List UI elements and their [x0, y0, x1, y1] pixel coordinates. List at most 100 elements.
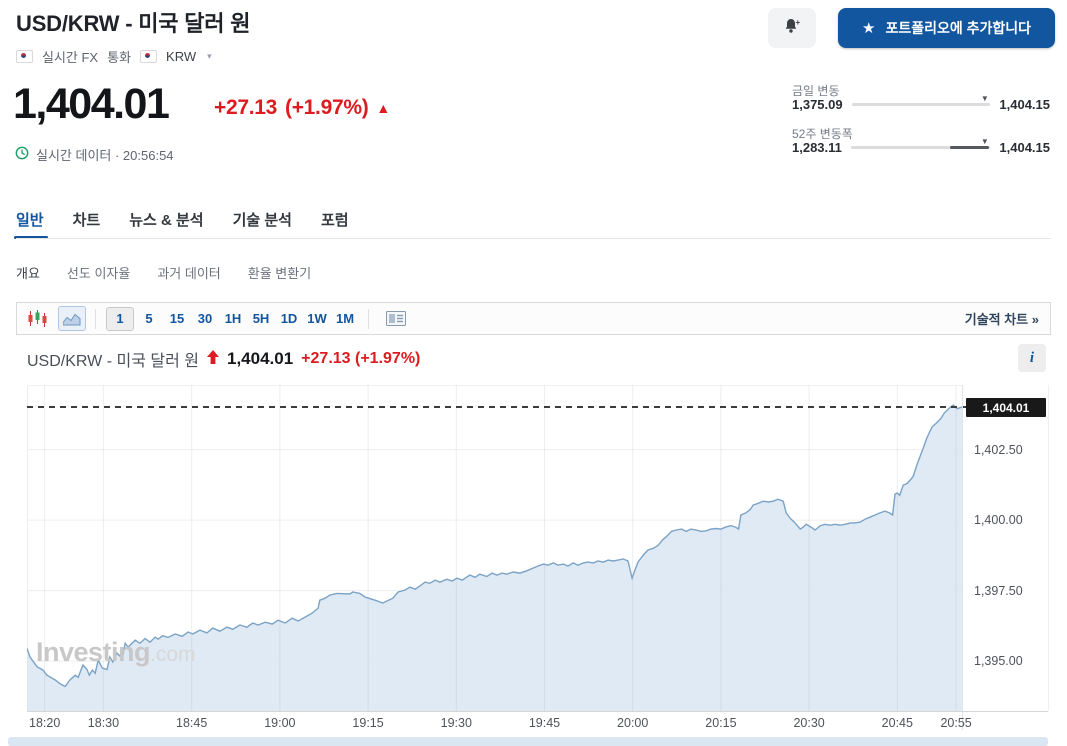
chart-title: USD/KRW - 미국 달러 원: [27, 353, 199, 370]
x-tick-20:30: 20:30: [793, 716, 825, 730]
right-border: [1048, 385, 1049, 711]
y-tick-1,397.50: 1,397.50: [974, 583, 1023, 598]
change-value: +27.13: [214, 96, 278, 119]
daily-low: 1,375.09: [792, 97, 843, 112]
page-title: USD/KRW - 미국 달러 원: [16, 11, 251, 36]
active-tab-underline: [14, 236, 48, 239]
interval-1W[interactable]: 1W: [307, 311, 327, 326]
x-tick-19:00: 19:00: [264, 716, 296, 730]
interval-30[interactable]: 30: [197, 311, 213, 326]
realtime-status: 실시간 데이터 · 20:56:54: [15, 145, 174, 164]
add-to-portfolio-button[interactable]: ★ 포트폴리오에 추가합니다: [838, 8, 1055, 48]
range-marker-icon: ▼: [980, 137, 989, 146]
svg-text:+: +: [795, 18, 800, 27]
daily-range: 1,375.09 ▼ 1,404.15: [792, 94, 1050, 112]
watermark-bold: Investing: [36, 637, 151, 667]
week52-range-label: 52주 변동폭: [792, 127, 853, 141]
up-triangle-icon: ▲: [376, 100, 391, 116]
subnav-과거 데이터[interactable]: 과거 데이터: [157, 266, 221, 281]
chart-last-price: 1,404.01: [226, 349, 294, 368]
area-chart-icon[interactable]: [58, 306, 86, 331]
chart-header: USD/KRW - 미국 달러 원 1,404.01 +27.13 (+1.97…: [27, 347, 420, 371]
interval-5H[interactable]: 5H: [252, 311, 270, 326]
bell-plus-icon: +: [783, 16, 802, 41]
week52-range: 1,283.11 ▼ 1,404.15: [792, 137, 1050, 155]
week52-low: 1,283.11: [792, 140, 842, 155]
y-tick-1,395.00: 1,395.00: [974, 654, 1023, 669]
last-price-badge: 1,404.01: [966, 398, 1046, 417]
main-tabs: 일반 차트 뉴스 & 분석 기술 분석 포럼: [16, 209, 349, 230]
x-tick-19:30: 19:30: [440, 716, 472, 730]
week52-high: 1,404.15: [999, 140, 1050, 155]
kr-flag-icon: [16, 50, 33, 63]
interval-1M[interactable]: 1M: [335, 311, 355, 326]
breadcrumb-category[interactable]: 통화: [107, 50, 132, 65]
chart-change: +27.13 (+1.97%): [301, 350, 421, 367]
info-icon[interactable]: i: [1018, 344, 1046, 372]
kr-flag-icon: [140, 50, 158, 63]
x-tick-20:00: 20:00: [617, 716, 649, 730]
toolbar-divider: [368, 308, 369, 329]
interval-group: 1 5 15 30 1H 5H 1D 1W 1M: [105, 306, 359, 331]
tab-뉴스 & 분석[interactable]: 뉴스 & 분석: [129, 212, 204, 229]
x-axis-line: [27, 711, 1048, 712]
change-percent: (+1.97%): [285, 96, 369, 119]
x-tick-18:20: 18:20: [29, 716, 61, 730]
star-icon: ★: [861, 19, 876, 37]
chart-toolbar: 1 5 15 30 1H 5H 1D 1W 1M 기술적 차트 »: [16, 302, 1051, 335]
toolbar-divider: [95, 308, 96, 329]
week52-range-track: ▼: [850, 137, 991, 149]
x-tick-18:30: 18:30: [87, 716, 120, 730]
x-tick-19:45: 19:45: [528, 716, 561, 730]
plot-top-border: [27, 385, 962, 386]
clock-icon: [15, 146, 29, 163]
candlestick-icon[interactable]: [26, 309, 50, 328]
currency-selector[interactable]: KRW: [166, 49, 197, 64]
technical-chart-link[interactable]: 기술적 차트 »: [964, 312, 1039, 327]
chart-range-scrollbar[interactable]: [8, 737, 1048, 746]
chevron-down-icon[interactable]: ▾: [207, 51, 212, 61]
subnav-개요[interactable]: 개요: [16, 266, 40, 281]
breadcrumb-market[interactable]: 실시간 FX: [42, 50, 99, 65]
up-arrow-icon: [206, 349, 219, 369]
subnav-선도 이자율[interactable]: 선도 이자율: [66, 266, 131, 281]
tab-포럼[interactable]: 포럼: [320, 212, 349, 229]
news-layout-icon[interactable]: [386, 311, 406, 326]
x-tick-19:15: 19:15: [352, 716, 384, 730]
tab-차트[interactable]: 차트: [72, 212, 101, 229]
plot-left-border: [27, 385, 28, 711]
breadcrumb: 실시간 FX 통화 KRW ▾: [16, 47, 212, 66]
subnav-환율 변환기[interactable]: 환율 변환기: [247, 266, 312, 281]
watermark-light: .com: [150, 643, 196, 666]
investing-watermark: Investing .com: [36, 637, 196, 668]
interval-1[interactable]: 1: [106, 306, 134, 331]
tab-기술 분석[interactable]: 기술 분석: [232, 212, 292, 229]
tab-일반[interactable]: 일반: [16, 212, 44, 229]
x-tick-20:55: 20:55: [940, 716, 972, 730]
x-tick-20:15: 20:15: [705, 716, 737, 730]
daily-range-track: ▼: [851, 94, 991, 106]
tabs-divider: [16, 238, 1051, 239]
range-marker-icon: ▼: [980, 94, 989, 103]
interval-5[interactable]: 5: [145, 311, 153, 326]
realtime-status-text: 실시간 데이터 · 20:56:54: [36, 148, 174, 163]
y-tick-1,402.50: 1,402.50: [974, 442, 1023, 457]
daily-high: 1,404.15: [999, 97, 1050, 112]
interval-1H[interactable]: 1H: [224, 311, 242, 326]
x-tick-20:45: 20:45: [881, 716, 913, 730]
y-axis-line: [962, 385, 963, 730]
sub-nav: 개요 선도 이자율 과거 데이터 환율 변환기: [16, 263, 311, 282]
interval-1D[interactable]: 1D: [280, 311, 298, 326]
last-price-dashed-line: [27, 406, 966, 408]
y-tick-1,400.00: 1,400.00: [974, 513, 1023, 528]
price-area-chart[interactable]: [27, 385, 962, 711]
add-to-portfolio-label: 포트폴리오에 추가합니다: [885, 20, 1032, 36]
create-alert-button[interactable]: +: [768, 8, 816, 48]
last-price: 1,404.01: [13, 80, 170, 128]
x-tick-18:45: 18:45: [176, 716, 208, 730]
price-change: +27.13 (+1.97%) ▲: [214, 96, 390, 120]
week52-range-segment: [949, 146, 989, 149]
daily-range-label: 금일 변동: [792, 84, 840, 98]
interval-15[interactable]: 15: [169, 311, 185, 326]
